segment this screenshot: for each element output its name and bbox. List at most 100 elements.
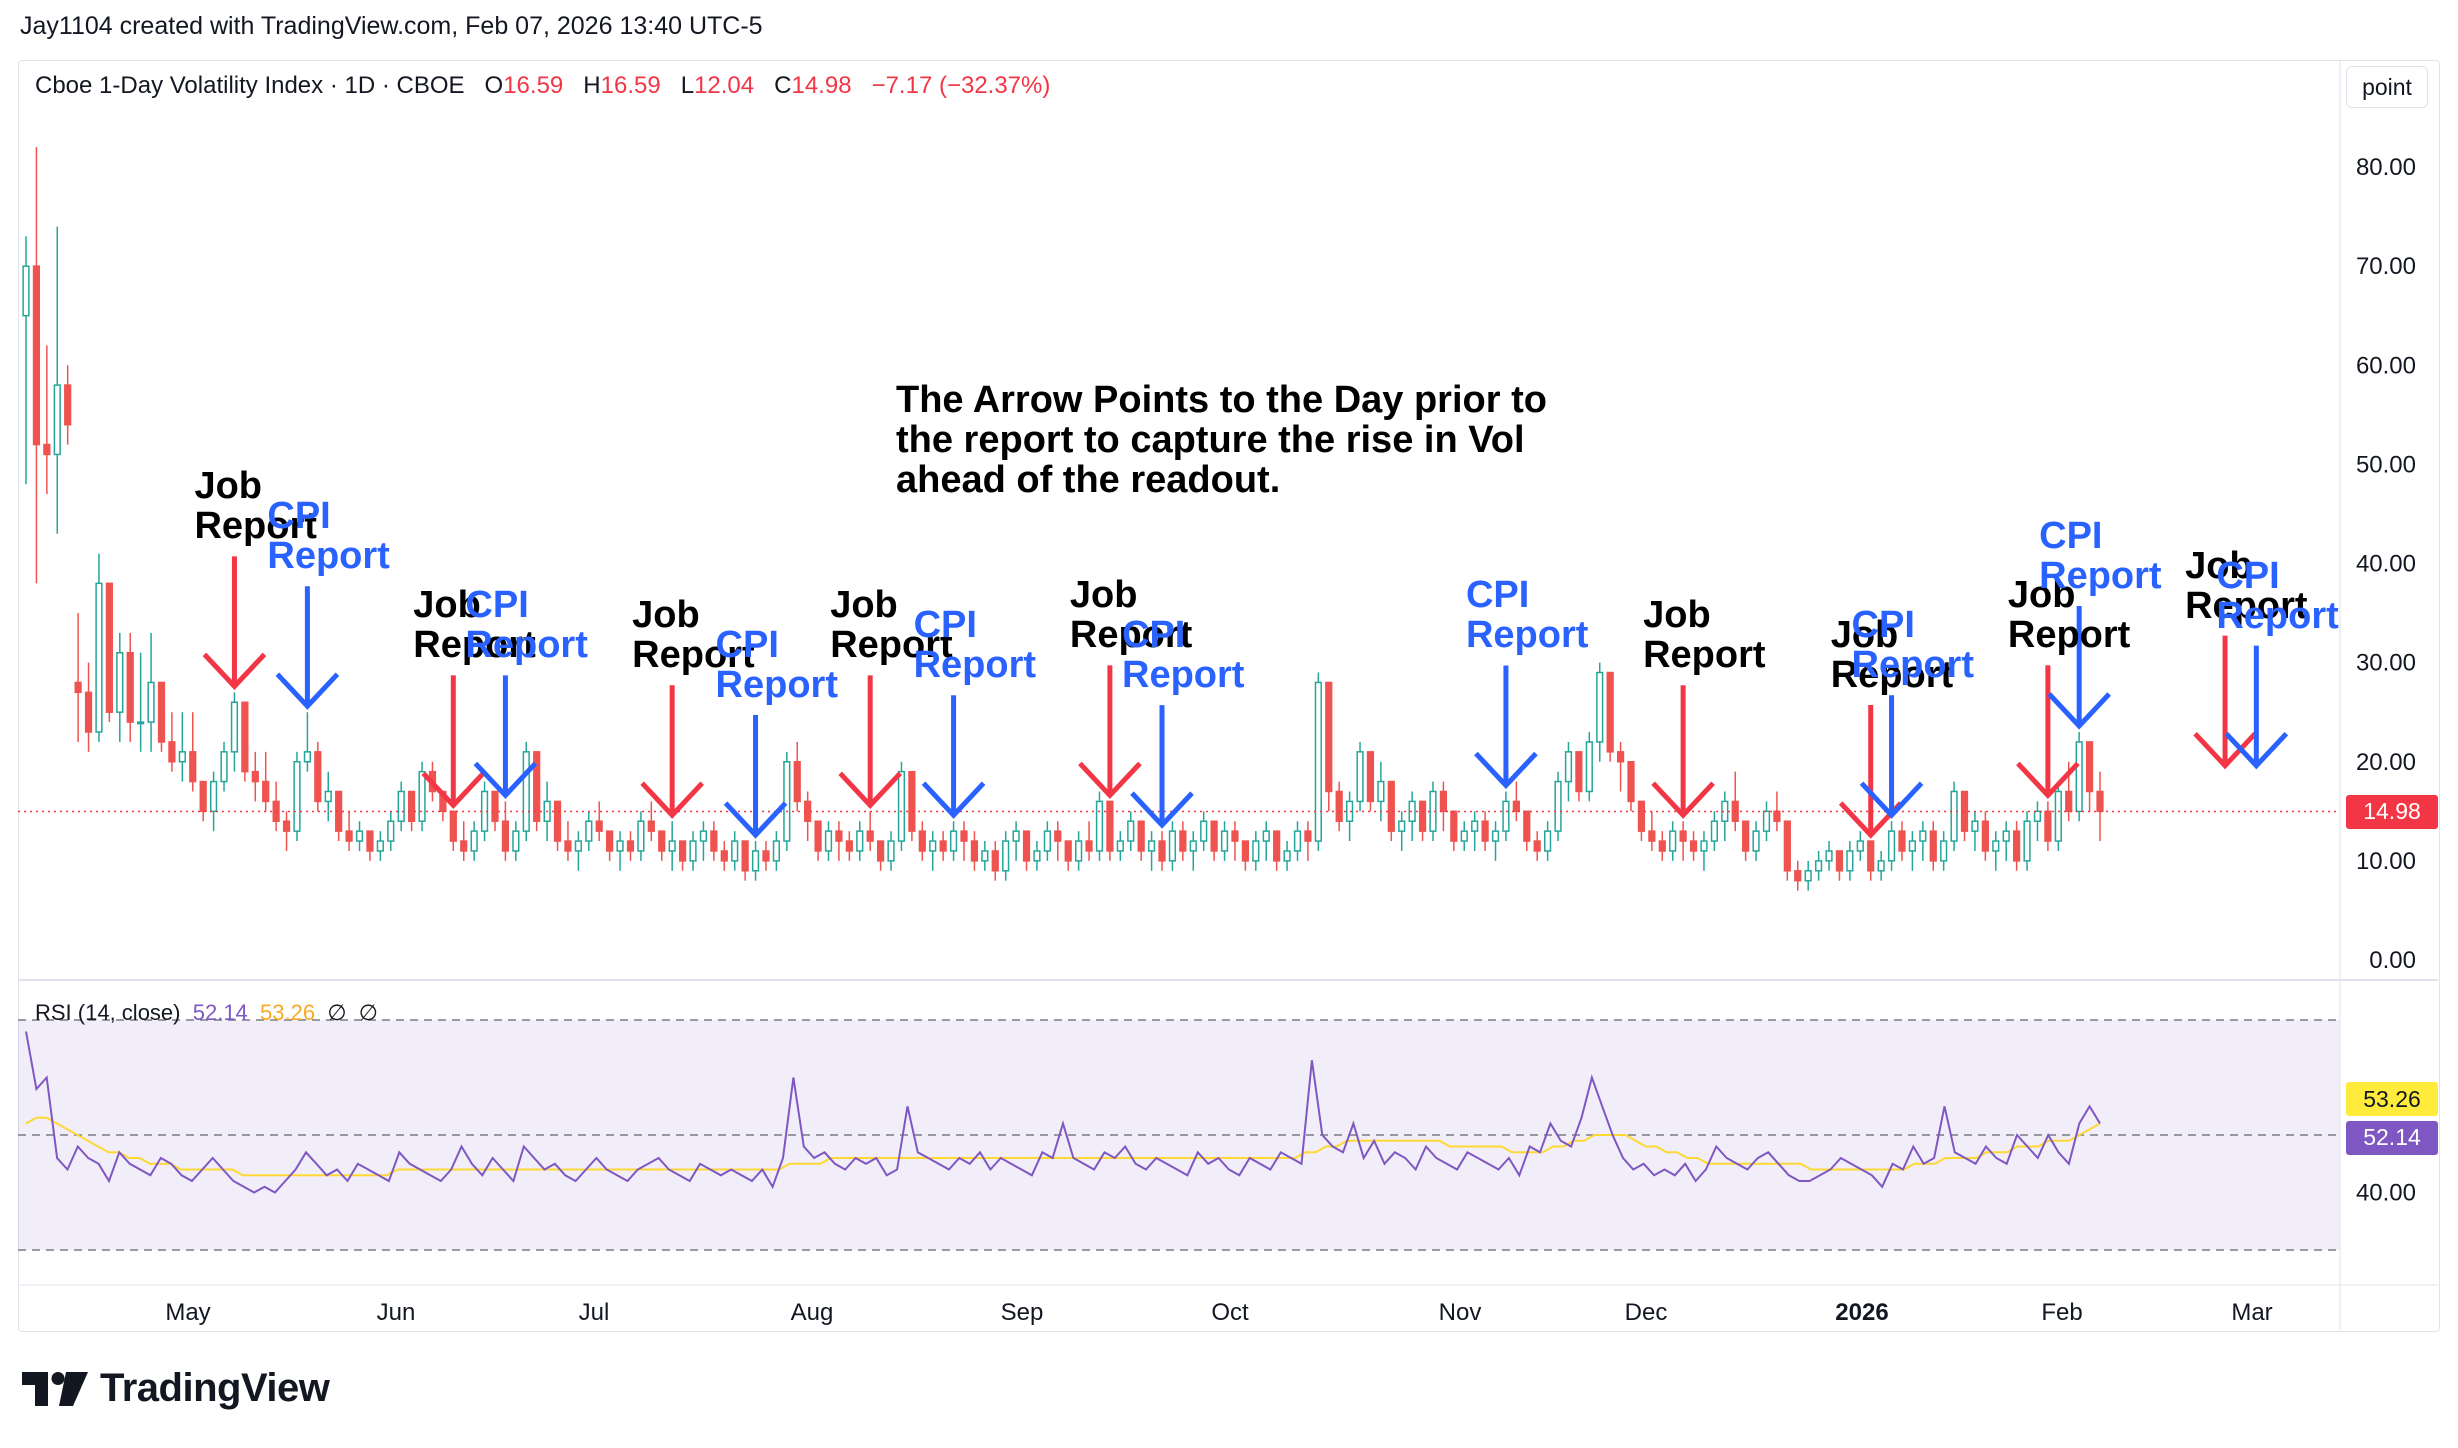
candle [1116, 831, 1124, 861]
candle-body [1241, 840, 1250, 862]
price-pane [18, 147, 2340, 891]
candle-body [335, 790, 343, 832]
tradingview-logo-icon [22, 1371, 88, 1406]
candle [303, 712, 312, 772]
axes: 80.00 70.00 60.00 50.00 40.00 30.00 20.00 10.00… [18, 60, 2438, 1330]
arrow-head [421, 771, 486, 809]
candle [95, 553, 103, 742]
candle-body [1804, 870, 1812, 882]
candle [897, 761, 906, 851]
candle [1512, 781, 1520, 822]
candle [1189, 831, 1197, 871]
candle [376, 831, 384, 861]
candle-body [616, 840, 624, 852]
candle-body [856, 830, 864, 852]
change-value: −7.17 (−32.37%) [871, 72, 1051, 99]
candle-body [418, 770, 426, 822]
open-value: 16.59 [503, 72, 564, 99]
cpi-report-arrow [473, 675, 538, 800]
candle [1856, 831, 1864, 861]
candle-body [64, 384, 72, 426]
arrow-head [1474, 751, 1538, 790]
candle [1658, 831, 1666, 861]
time-tick-label: Dec [1625, 1299, 1668, 1326]
candle-body [1439, 790, 1448, 813]
candle [595, 801, 603, 842]
candle-body [564, 840, 572, 852]
candle-body [1783, 820, 1791, 872]
candle [1022, 830, 1031, 871]
candle-body [1658, 840, 1666, 852]
time-tick-label: Jul [579, 1299, 610, 1326]
candle [585, 811, 593, 851]
candle [105, 582, 113, 723]
candle [741, 840, 749, 881]
candle [939, 831, 947, 861]
cpi-report-arrow [921, 695, 986, 819]
tradingview-brand[interactable]: TradingView [22, 1366, 330, 1411]
candle [1721, 791, 1729, 842]
candle-body [105, 582, 113, 713]
candle [1293, 821, 1302, 861]
candle [2085, 741, 2094, 812]
candle-body [1762, 810, 1771, 832]
candle [1950, 781, 1958, 851]
candle [908, 770, 916, 842]
candle-body [387, 820, 395, 842]
candle-body [772, 840, 781, 862]
candle-body [1418, 800, 1427, 832]
candle-body [2023, 820, 2031, 862]
candle [866, 811, 874, 851]
annotation-line: Job [830, 584, 898, 627]
candle [1627, 761, 1635, 812]
candle [1335, 781, 1343, 832]
candle [564, 821, 572, 861]
candle-body [355, 830, 364, 842]
chart-canvas[interactable]: 80.00 70.00 60.00 50.00 40.00 30.00 20.00 10.00… [0, 0, 2458, 1340]
annotation-line: Report [2039, 555, 2162, 597]
candle [804, 791, 812, 842]
job-report-arrow [1078, 665, 1142, 800]
candle-body [1075, 840, 1083, 862]
candle [84, 662, 93, 752]
candle [1085, 821, 1093, 861]
candle-body [1502, 800, 1510, 832]
candle [137, 652, 145, 752]
candle [1325, 681, 1333, 812]
cpi-report-label: CPI Report [267, 496, 389, 576]
time-tick-label: Mar [2231, 1299, 2272, 1326]
candle-body [1971, 820, 1979, 832]
cpi-report-label: CPI Report [465, 585, 587, 665]
price-tick-label: 20.00 [2356, 749, 2416, 776]
candle [1147, 831, 1156, 871]
candle [147, 632, 155, 752]
candle [949, 821, 958, 861]
candle-body [1773, 810, 1781, 822]
arrow-head [1078, 761, 1142, 800]
candle [1877, 850, 1885, 881]
job-report-label: Job Report [413, 585, 535, 665]
scale-mode-button[interactable]: point [2346, 66, 2428, 108]
candle-body [1095, 800, 1104, 852]
candle-body [1867, 840, 1875, 872]
candle-body [1033, 850, 1041, 862]
candle [699, 821, 708, 861]
candle-body [699, 830, 708, 842]
candle-body [1669, 830, 1677, 852]
candle-body [1950, 790, 1958, 842]
candle-body [929, 840, 937, 852]
candle-body [1283, 850, 1291, 862]
candle-body [1814, 860, 1823, 872]
candle [835, 821, 843, 861]
candle [209, 771, 218, 832]
candle-body [209, 780, 218, 813]
rsi-ma-value: 53.26 [260, 1000, 316, 1025]
candle [230, 692, 239, 772]
price-tick-label: 50.00 [2356, 451, 2416, 478]
candle [491, 790, 499, 832]
candle-body [845, 840, 853, 852]
candle-body [2085, 741, 2094, 793]
candle [64, 365, 72, 445]
cpi-report-label: CPI Report [1466, 575, 1588, 655]
candle-body [1168, 830, 1177, 862]
